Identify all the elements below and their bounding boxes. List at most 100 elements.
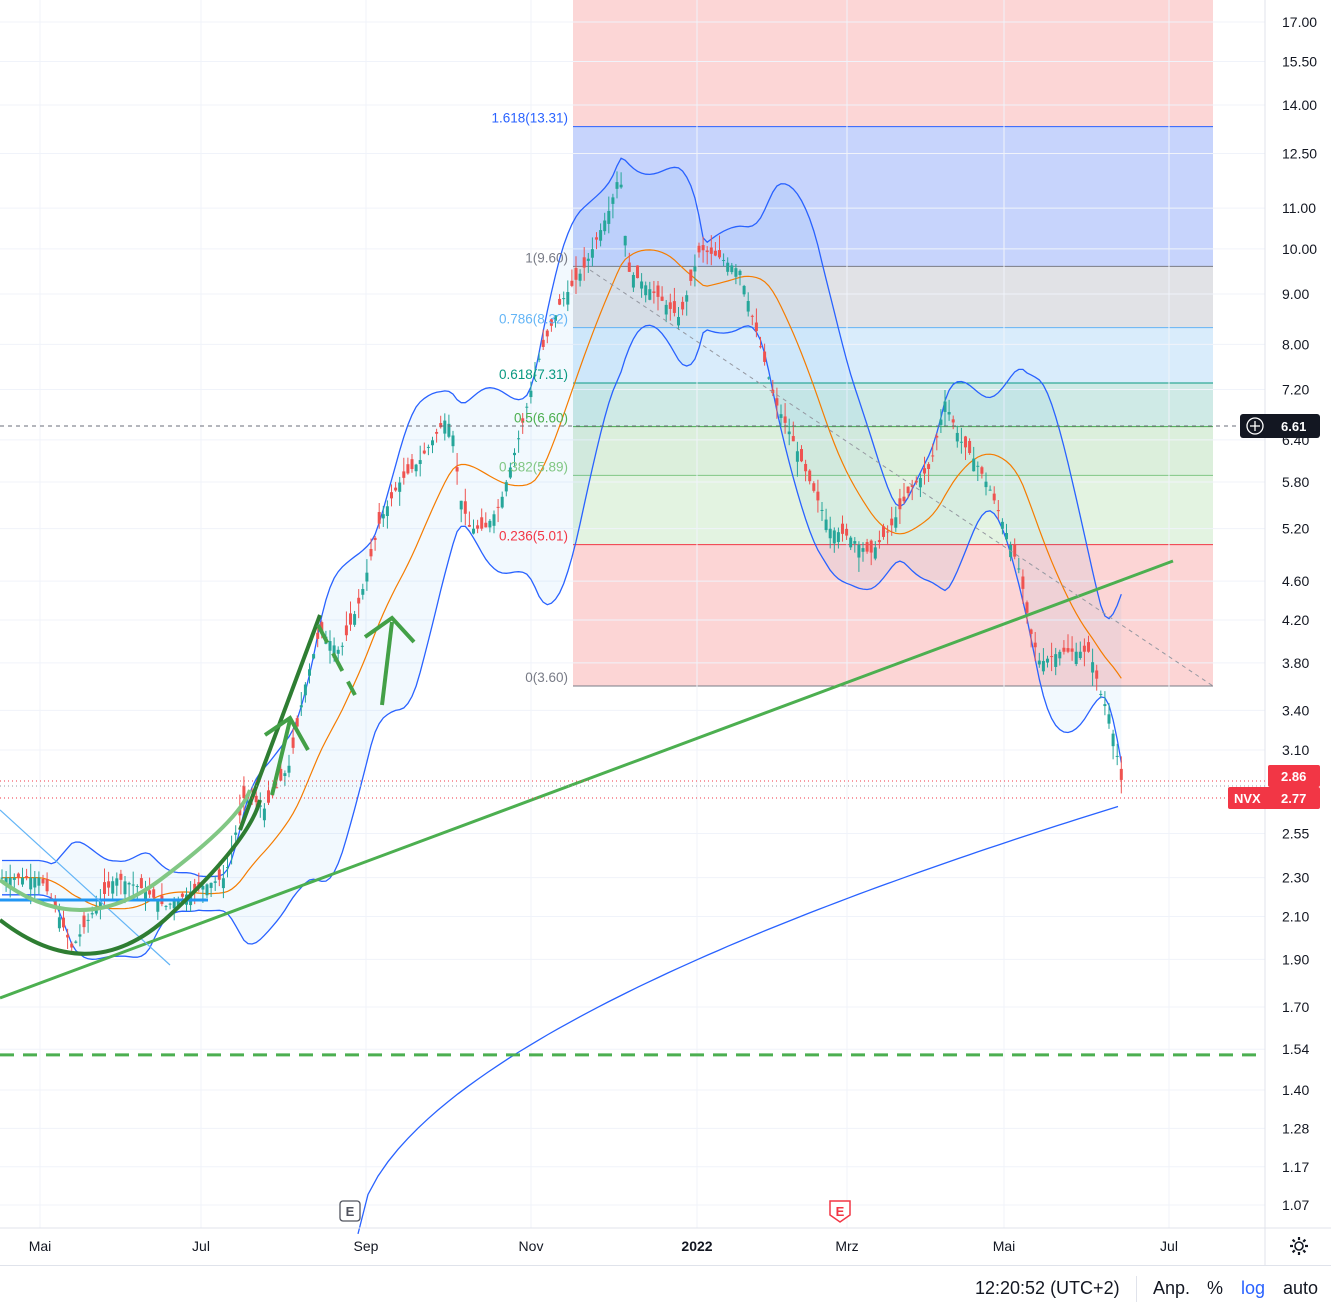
auto-button[interactable]: auto bbox=[1283, 1278, 1319, 1298]
price-tick-label: 1.70 bbox=[1282, 999, 1309, 1015]
candle-body bbox=[463, 501, 467, 514]
candle-body bbox=[615, 182, 619, 189]
candle-body bbox=[992, 493, 996, 501]
gear-tooth bbox=[1302, 1238, 1307, 1243]
fib-label: 0.5(6.60) bbox=[514, 411, 568, 426]
candle-body bbox=[74, 941, 78, 943]
candle-body bbox=[476, 525, 480, 529]
candle-body bbox=[668, 302, 672, 309]
candle-body bbox=[394, 487, 398, 491]
earnings-letter: E bbox=[836, 1204, 845, 1219]
candle-body bbox=[480, 517, 484, 529]
candle-body bbox=[869, 540, 873, 553]
moving-average-long bbox=[357, 805, 1119, 1235]
candle-body bbox=[873, 547, 877, 559]
candle-body bbox=[763, 351, 767, 362]
earnings-marker: E bbox=[339, 1200, 361, 1222]
candle-body bbox=[800, 449, 803, 462]
price-tick-label: 11.00 bbox=[1282, 200, 1316, 216]
candle-body bbox=[795, 451, 799, 462]
candle-body bbox=[53, 900, 57, 908]
candle-body bbox=[636, 265, 639, 279]
candle-body bbox=[660, 296, 664, 301]
candle-body bbox=[156, 900, 160, 912]
candle-body bbox=[595, 237, 598, 240]
candle-body bbox=[791, 436, 795, 442]
candle-body bbox=[25, 876, 29, 878]
candle-body bbox=[82, 915, 86, 928]
price-tick-label: 1.17 bbox=[1282, 1159, 1309, 1175]
fibonacci-labels: 1.618(13.31) 1(9.60) 0.786(8.32) 0.618(7.31… bbox=[491, 111, 568, 685]
candle-body bbox=[828, 528, 832, 539]
gear-tooth bbox=[1291, 1249, 1296, 1254]
price-axis[interactable]: 17.00 15.50 14.00 12.50 11.00 10.00 9.00 8.00 7.… bbox=[1264, 0, 1317, 1265]
candle-body bbox=[812, 483, 816, 491]
candle-body bbox=[578, 273, 582, 281]
candle-body bbox=[779, 414, 783, 418]
candle-body bbox=[164, 905, 168, 907]
candle-body bbox=[886, 531, 890, 533]
candle-body bbox=[931, 455, 935, 457]
fib-label: 1(9.60) bbox=[525, 250, 568, 265]
candle-body bbox=[1000, 521, 1004, 529]
bollinger-lower bbox=[2, 324, 1122, 960]
candle-body bbox=[103, 882, 106, 894]
candle-body bbox=[939, 419, 943, 425]
candle-body bbox=[590, 249, 594, 258]
candle-body bbox=[176, 899, 180, 909]
candle-body bbox=[205, 884, 209, 896]
candle-body bbox=[353, 614, 357, 625]
time-axis[interactable]: Mai Jul Sep Nov 2022 Mrz Mai Jul E E bbox=[0, 1200, 1331, 1255]
candle-body bbox=[570, 280, 574, 286]
log-button[interactable]: log bbox=[1241, 1278, 1266, 1298]
candle-body bbox=[332, 645, 336, 658]
fib-label: 0.618(7.31) bbox=[499, 367, 568, 382]
candle-body bbox=[599, 230, 603, 241]
drawings bbox=[0, 269, 1265, 1057]
candle-body bbox=[853, 541, 857, 544]
candle-body bbox=[746, 301, 750, 312]
price-tick-label: 15.50 bbox=[1282, 53, 1317, 69]
candle-body bbox=[603, 220, 607, 232]
candle-body bbox=[377, 512, 381, 524]
price-tick-label: 1.40 bbox=[1282, 1082, 1309, 1098]
price-tick-label: 7.20 bbox=[1282, 381, 1309, 397]
fib-label: 0.236(5.01) bbox=[499, 529, 568, 544]
time-tick-label: Jul bbox=[192, 1238, 210, 1254]
candle-body bbox=[771, 389, 775, 394]
candle-body bbox=[836, 532, 840, 543]
candle-body bbox=[115, 878, 119, 886]
percent-button[interactable]: % bbox=[1207, 1278, 1224, 1298]
candle-body bbox=[221, 878, 225, 889]
time-tick-label: Jul bbox=[1160, 1238, 1178, 1254]
price-tick-label: 1.90 bbox=[1282, 951, 1309, 967]
candle-body bbox=[861, 548, 865, 552]
candle-body bbox=[882, 526, 885, 537]
earnings-marker: E bbox=[829, 1200, 851, 1223]
candle-body bbox=[21, 877, 24, 885]
candle-body bbox=[541, 339, 545, 347]
candle-body bbox=[488, 520, 492, 528]
candle-body bbox=[111, 881, 115, 894]
candle-body bbox=[4, 877, 8, 885]
candle-body bbox=[964, 436, 967, 448]
candle-body bbox=[242, 785, 246, 799]
gear-icon[interactable] bbox=[1290, 1237, 1308, 1255]
candle-body bbox=[484, 522, 488, 528]
candle-body bbox=[918, 477, 922, 488]
arrow-head-3 bbox=[363, 615, 416, 644]
candle-body bbox=[988, 489, 992, 491]
candle-body bbox=[1062, 647, 1066, 652]
candle-body bbox=[906, 486, 910, 494]
price-tick-label: 4.20 bbox=[1282, 612, 1309, 628]
adjust-button[interactable]: Anp. bbox=[1153, 1278, 1191, 1298]
fib-zone-top bbox=[573, 0, 1213, 127]
price-tick-label: 4.60 bbox=[1282, 573, 1309, 589]
candle-body bbox=[426, 446, 430, 448]
candle-body bbox=[1005, 533, 1008, 540]
candle-body bbox=[927, 464, 931, 469]
candle-body bbox=[640, 281, 644, 289]
candle-body bbox=[357, 597, 361, 604]
candle-body bbox=[209, 882, 213, 888]
